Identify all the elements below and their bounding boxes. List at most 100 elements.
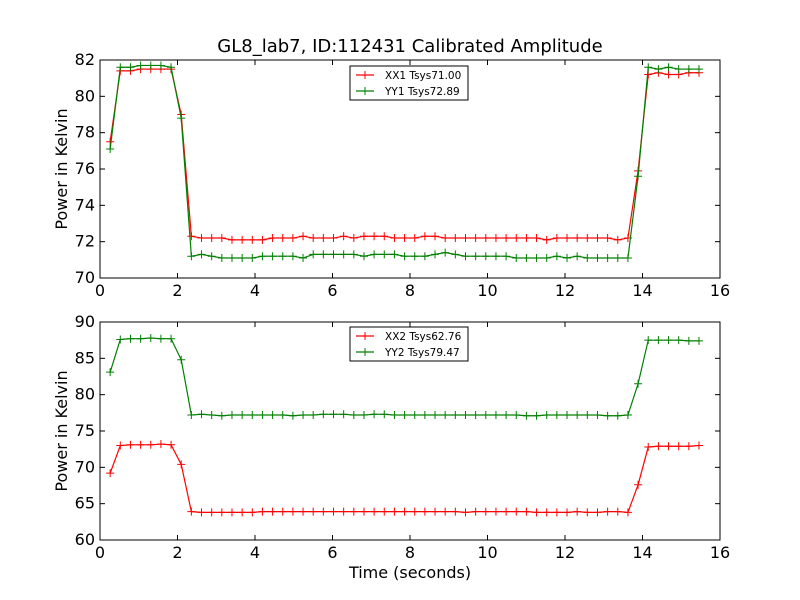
data-point xyxy=(248,254,257,263)
data-point xyxy=(227,235,236,244)
data-point xyxy=(207,252,216,261)
data-point xyxy=(502,234,511,243)
data-point xyxy=(258,507,267,516)
data-point xyxy=(634,480,643,489)
data-point xyxy=(268,507,277,516)
data-point xyxy=(451,234,460,243)
data-point xyxy=(563,234,572,243)
x-tick-label: 2 xyxy=(172,543,182,562)
data-point xyxy=(502,252,511,261)
data-point xyxy=(491,234,500,243)
data-point xyxy=(593,254,602,263)
data-point xyxy=(684,336,693,345)
data-point xyxy=(532,508,541,517)
data-point xyxy=(441,248,450,257)
x-tick-label: 4 xyxy=(250,281,260,300)
data-point xyxy=(512,254,521,263)
data-point xyxy=(299,232,308,241)
data-point xyxy=(116,63,125,72)
data-point xyxy=(359,232,368,241)
data-point xyxy=(187,232,196,241)
data-point xyxy=(400,507,409,516)
data-point xyxy=(167,440,176,449)
legend-label: YY2 Tsys79.47 xyxy=(384,347,460,359)
data-point xyxy=(146,440,155,449)
data-point xyxy=(684,65,693,74)
data-point xyxy=(329,507,338,516)
legend-label: XX2 Tsys62.76 xyxy=(385,331,462,343)
data-point xyxy=(268,411,277,420)
data-point xyxy=(431,250,440,259)
data-point xyxy=(563,508,572,517)
legend-box xyxy=(349,326,469,362)
data-point xyxy=(370,507,379,516)
data-point xyxy=(106,368,115,377)
data-point xyxy=(603,507,612,516)
data-point xyxy=(664,70,673,79)
y-tick-label: 80 xyxy=(75,385,95,404)
data-point xyxy=(390,234,399,243)
data-point xyxy=(126,440,135,449)
data-point xyxy=(319,250,328,259)
data-point xyxy=(177,114,186,123)
data-point xyxy=(146,61,155,70)
x-tick-label: 16 xyxy=(710,281,730,300)
data-point xyxy=(309,411,318,420)
data-point xyxy=(177,355,186,364)
data-point xyxy=(471,234,480,243)
legend: XX1 Tsys71.00 YY1 Tsys72.89 xyxy=(349,65,469,101)
data-point xyxy=(441,411,450,420)
data-point xyxy=(542,235,551,244)
data-point xyxy=(156,334,165,343)
data-point xyxy=(593,411,602,420)
data-point xyxy=(481,234,490,243)
data-point xyxy=(603,234,612,243)
data-point xyxy=(380,507,389,516)
data-point xyxy=(613,507,622,516)
data-point xyxy=(512,411,521,420)
y-tick-label: 76 xyxy=(75,159,95,178)
data-point xyxy=(309,507,318,516)
x-tick-label: 10 xyxy=(477,281,497,300)
data-point xyxy=(329,410,338,419)
data-point xyxy=(167,334,176,343)
data-point xyxy=(309,234,318,243)
x-tick-label: 16 xyxy=(710,543,730,562)
axes-frame xyxy=(99,321,721,541)
data-point xyxy=(552,411,561,420)
x-tick-label: 6 xyxy=(327,543,337,562)
data-point xyxy=(197,234,206,243)
chart-title: GL8_lab7, ID:112431 Calibrated Amplitude xyxy=(217,36,602,57)
plot-panel-1: 0 2 4 6 8 10 12 14 16 70 72 74 76 78 80 82 Power in Kelv… xyxy=(52,50,730,300)
data-point xyxy=(491,411,500,420)
y-tick-label: 60 xyxy=(75,530,95,549)
data-point xyxy=(136,61,145,70)
data-point xyxy=(187,507,196,516)
data-point xyxy=(613,254,622,263)
data-point xyxy=(471,507,480,516)
data-point xyxy=(664,63,673,72)
y-tick-label: 74 xyxy=(75,195,95,214)
x-tick-label: 10 xyxy=(477,543,497,562)
data-point xyxy=(116,441,125,450)
data-point xyxy=(106,145,115,154)
data-point xyxy=(522,411,531,420)
data-point xyxy=(654,336,663,345)
data-point xyxy=(603,411,612,420)
data-point xyxy=(613,411,622,420)
x-tick-label: 14 xyxy=(632,543,652,562)
x-tick-label: 2 xyxy=(172,281,182,300)
x-tick-label: 14 xyxy=(632,281,652,300)
data-point xyxy=(359,507,368,516)
data-point xyxy=(481,252,490,261)
data-point xyxy=(573,411,582,420)
data-point xyxy=(278,507,287,516)
data-point xyxy=(309,250,318,259)
data-point xyxy=(227,508,236,517)
data-point xyxy=(573,234,582,243)
data-point xyxy=(644,63,653,72)
data-point xyxy=(573,507,582,516)
data-point xyxy=(593,508,602,517)
data-point xyxy=(299,411,308,420)
data-point xyxy=(451,250,460,259)
